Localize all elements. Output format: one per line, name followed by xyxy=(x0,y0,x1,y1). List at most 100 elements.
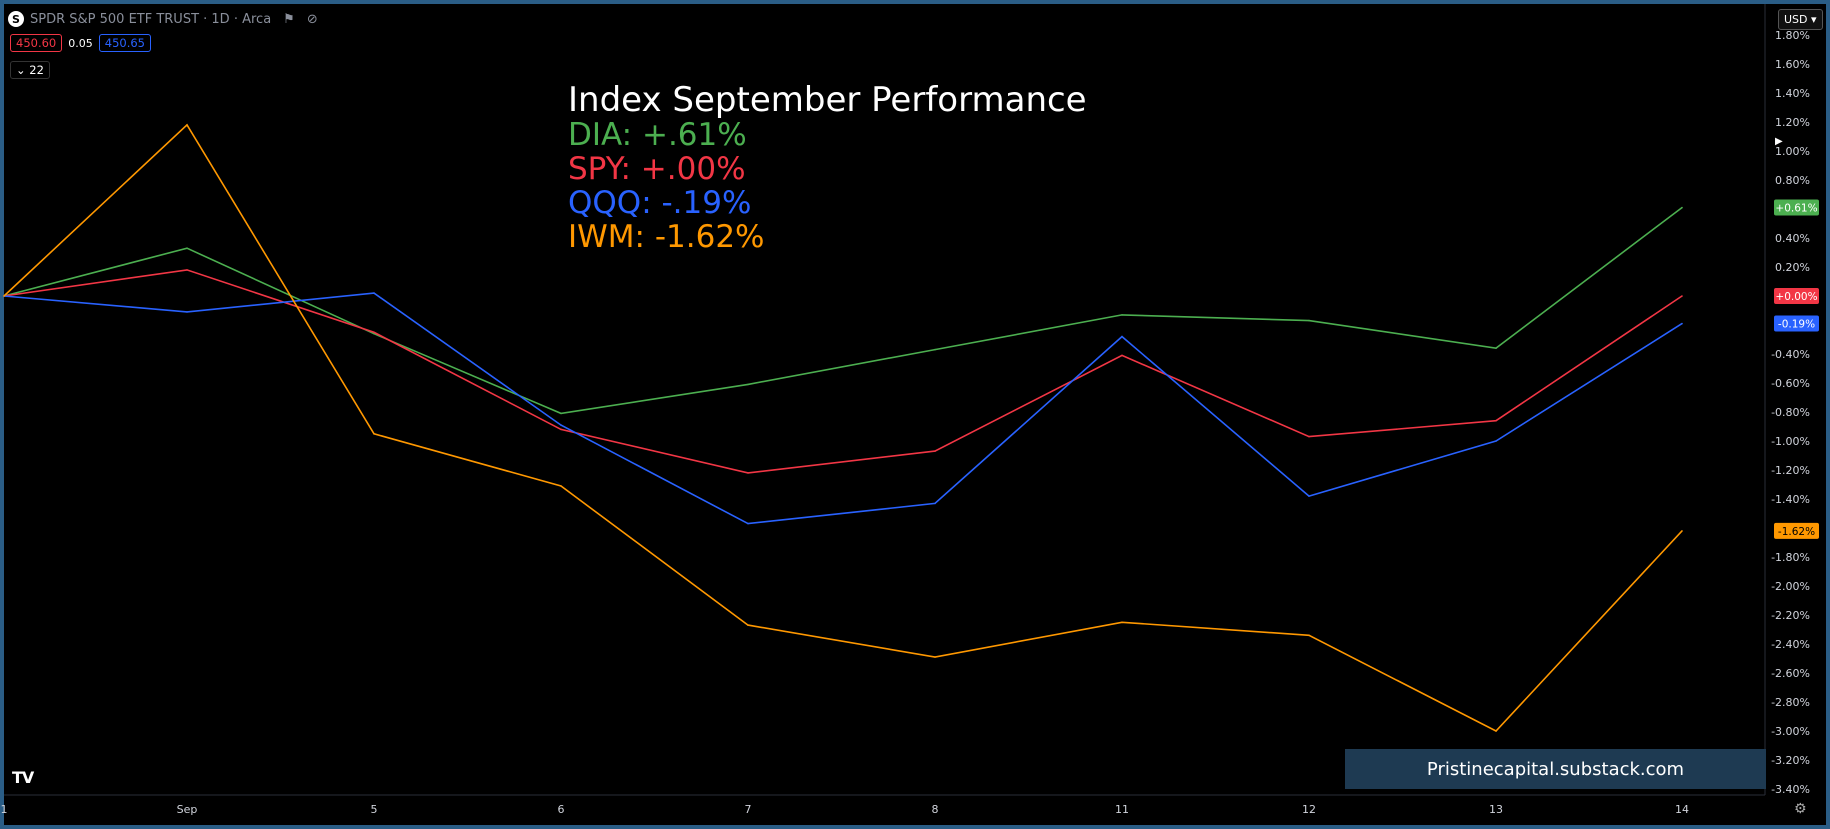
x-tick-label: 8 xyxy=(932,803,939,816)
y-tick-label: 0.80% xyxy=(1775,174,1810,187)
data-point-qqq xyxy=(560,424,562,426)
data-point-dia xyxy=(934,348,936,351)
data-point-spy xyxy=(186,269,188,271)
watermark-banner: Pristinecapital.substack.com xyxy=(1345,749,1766,789)
annotation-line-dia: DIA: +.61% xyxy=(568,117,747,153)
y-tick-label: 1.60% xyxy=(1775,58,1810,71)
data-point-iwm xyxy=(1495,730,1497,732)
chart-header: S SPDR S&P 500 ETF TRUST · 1D · Arca ⚑ ⊘ xyxy=(8,10,318,28)
x-tick-label: 6 xyxy=(558,803,565,816)
data-point-qqq xyxy=(1681,322,1683,325)
currency-label: USD xyxy=(1784,13,1808,26)
data-point-iwm xyxy=(1308,634,1310,637)
currency-button[interactable]: USD ▾ xyxy=(1778,9,1823,30)
data-point-spy xyxy=(934,450,936,452)
data-point-spy xyxy=(747,472,749,474)
data-point-qqq xyxy=(186,311,188,313)
y-tick-label: -2.20% xyxy=(1771,609,1810,622)
y-tick-label: -3.00% xyxy=(1771,725,1810,738)
data-point-dia xyxy=(560,412,562,415)
flag-icon[interactable]: ⚑ xyxy=(283,11,295,27)
data-point-dia xyxy=(1681,206,1683,209)
data-point-iwm xyxy=(1681,530,1683,532)
buy-price-button[interactable]: 450.65 xyxy=(98,34,151,52)
data-point-spy xyxy=(1681,295,1683,297)
last-value-badge-iwm xyxy=(1774,522,1819,539)
data-point-dia xyxy=(186,247,188,249)
data-point-spy xyxy=(1308,435,1310,438)
y-tick-label: 0.20% xyxy=(1775,261,1810,274)
series-line-iwm[interactable] xyxy=(3,123,1683,732)
y-tick-label: -3.20% xyxy=(1771,754,1810,767)
data-point-qqq xyxy=(1121,335,1123,338)
y-tick-label: 0.40% xyxy=(1775,232,1810,245)
symbol-logo[interactable]: S xyxy=(8,11,24,27)
y-tick-label: -1.20% xyxy=(1771,464,1810,477)
y-tick-label: -1.40% xyxy=(1771,493,1810,506)
data-point-dia xyxy=(1308,319,1310,322)
last-value-badge-qqq xyxy=(1774,315,1819,332)
series-line-dia[interactable] xyxy=(3,206,1683,415)
chevron-down-icon: ⌄ xyxy=(16,63,26,77)
x-tick-label: 5 xyxy=(371,803,378,816)
y-tick-label: 1.00% xyxy=(1775,145,1810,158)
data-point-spy xyxy=(560,428,562,431)
series-line-qqq[interactable] xyxy=(3,292,1683,525)
x-tick-label: 11 xyxy=(1115,803,1129,816)
x-tick-label: 12 xyxy=(1302,803,1316,816)
indicator-collapse-button[interactable]: ⌄ 22 xyxy=(10,61,50,79)
x-tick-label: 7 xyxy=(745,803,752,816)
data-point-spy xyxy=(1495,419,1497,422)
y-tick-label: 1.20% xyxy=(1775,116,1810,129)
performance-annotation[interactable]: Index September Performance DIA: +.61% S… xyxy=(568,82,1087,254)
annotation-line-iwm: IWM: -1.62% xyxy=(568,219,765,255)
data-point-qqq xyxy=(934,502,936,505)
y-tick-label: -1.80% xyxy=(1771,551,1810,564)
last-value-label-iwm: -1.62% xyxy=(1778,526,1815,538)
series-line-spy[interactable] xyxy=(3,269,1683,474)
settings-gear-icon[interactable]: ⚙ xyxy=(1794,801,1807,817)
data-point-dia xyxy=(1121,314,1123,316)
data-point-qqq xyxy=(747,522,749,525)
symbol-title[interactable]: SPDR S&P 500 ETF TRUST · 1D · Arca xyxy=(30,11,272,27)
data-point-qqq xyxy=(373,292,375,294)
data-point-spy xyxy=(1121,354,1123,357)
last-value-label-spy: +0.00% xyxy=(1775,291,1817,303)
y-tick-label: -0.40% xyxy=(1771,348,1810,361)
y-tick-label: 1.40% xyxy=(1775,87,1810,100)
y-tick-label: -2.00% xyxy=(1771,580,1810,593)
data-point-iwm xyxy=(934,656,936,658)
price-scale-cursor-icon: ▶ xyxy=(1775,136,1783,147)
data-point-iwm xyxy=(747,624,749,626)
y-tick-label: -1.00% xyxy=(1771,435,1810,448)
y-tick-label: -0.60% xyxy=(1771,377,1810,390)
last-value-label-dia: +0.61% xyxy=(1775,203,1817,215)
sell-price-button[interactable]: 450.60 xyxy=(10,34,63,52)
y-tick-label: -2.40% xyxy=(1771,638,1810,651)
y-tick-label: -2.80% xyxy=(1771,696,1810,709)
tradingview-logo[interactable]: TV xyxy=(12,768,34,787)
x-tick-label: 1 xyxy=(1,803,8,816)
y-tick-label: -2.60% xyxy=(1771,667,1810,680)
data-point-iwm xyxy=(3,295,5,297)
last-value-badge-dia xyxy=(1774,199,1819,216)
data-point-qqq xyxy=(1495,440,1497,442)
x-tick-label: 14 xyxy=(1675,803,1689,816)
data-point-dia xyxy=(747,383,749,386)
eye-off-icon[interactable]: ⊘ xyxy=(306,11,318,27)
data-point-iwm xyxy=(186,124,188,126)
y-tick-label: -0.80% xyxy=(1771,406,1810,419)
data-point-iwm xyxy=(560,485,562,487)
x-tick-label: 13 xyxy=(1489,803,1503,816)
data-point-iwm xyxy=(373,433,375,435)
x-tick-label: Sep xyxy=(177,803,198,816)
indicator-count: 22 xyxy=(29,63,44,77)
spread-value: 0.05 xyxy=(68,36,93,50)
y-tick-label: 1.80% xyxy=(1775,29,1810,42)
chevron-down-icon: ▾ xyxy=(1811,13,1817,26)
y-tick-label: -3.40% xyxy=(1771,783,1810,796)
data-point-qqq xyxy=(1308,495,1310,497)
quote-panel: 450.60 0.05 450.65 xyxy=(10,34,151,52)
